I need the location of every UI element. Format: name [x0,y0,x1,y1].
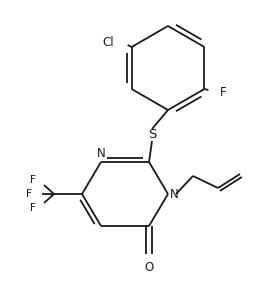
Text: Cl: Cl [102,35,114,48]
Text: F: F [30,175,36,185]
Text: F: F [26,189,32,199]
Text: O: O [144,261,154,274]
Text: N: N [97,147,105,160]
Text: F: F [220,86,227,98]
Text: S: S [148,128,156,141]
Text: N: N [170,187,179,200]
Text: F: F [30,203,36,213]
